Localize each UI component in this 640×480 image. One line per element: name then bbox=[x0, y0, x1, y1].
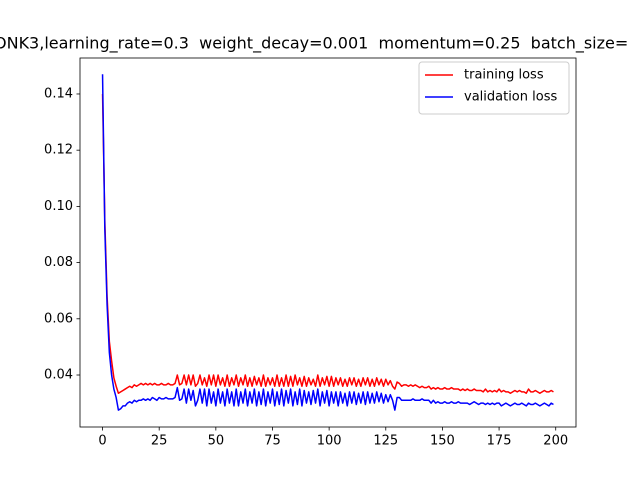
y-tick-label: 0.12 bbox=[44, 143, 73, 158]
x-tick-label: 200 bbox=[543, 434, 568, 449]
x-tick-label: 0 bbox=[98, 434, 106, 449]
x-tick-label: 50 bbox=[208, 434, 225, 449]
x-tick-label: 125 bbox=[373, 434, 398, 449]
legend-label: training loss bbox=[464, 68, 544, 83]
y-tick-label: 0.14 bbox=[44, 86, 73, 101]
x-tick-label: 150 bbox=[430, 434, 455, 449]
x-tick-label: 175 bbox=[487, 434, 512, 449]
chart-title: ONK3,learning_rate=0.3 weight_decay=0.00… bbox=[0, 34, 628, 54]
x-tick-label: 75 bbox=[264, 434, 281, 449]
series-line bbox=[101, 74, 554, 411]
legend-box bbox=[418, 61, 570, 115]
plot-frame bbox=[79, 57, 577, 428]
legend-label: validation loss bbox=[464, 90, 557, 105]
series-line bbox=[101, 93, 554, 395]
x-tick-label: 100 bbox=[317, 434, 342, 449]
y-tick-label: 0.10 bbox=[44, 199, 73, 214]
y-tick-label: 0.06 bbox=[44, 311, 73, 326]
y-tick-label: 0.04 bbox=[44, 368, 73, 383]
y-tick-label: 0.08 bbox=[44, 255, 73, 270]
x-tick-label: 25 bbox=[151, 434, 168, 449]
